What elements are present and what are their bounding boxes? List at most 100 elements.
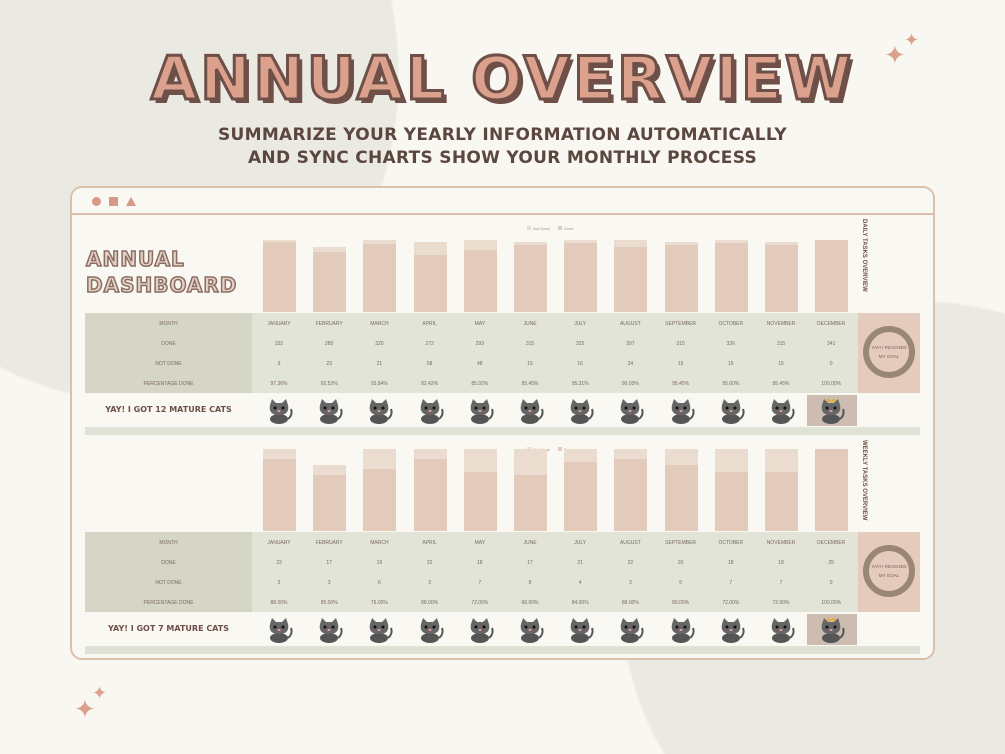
cell-done: 341 (827, 341, 836, 347)
bar-april (413, 242, 447, 312)
cell-month: OCTOBER (718, 321, 744, 327)
cell-pct: 90.03% (621, 381, 639, 387)
cell-not_done: 3 (277, 580, 281, 586)
cell-month: JULY (574, 321, 587, 327)
cat-icon (666, 397, 696, 425)
cell-not_done: 7 (729, 580, 733, 586)
cat-icon (666, 616, 696, 644)
cell-done: 315 (676, 341, 685, 347)
cats-label: YAY! I GOT 12 MATURE CATS (105, 405, 232, 414)
legend-not-done: Not Done (527, 226, 550, 231)
cell-not_done: 21 (376, 361, 383, 367)
triangle-icon (126, 197, 136, 206)
cell-pct: 88.00% (621, 600, 639, 606)
cell-pct: 97.36% (270, 381, 288, 387)
bar-done-segment (664, 465, 698, 531)
cell-month: JANUARY (267, 540, 291, 546)
cat-icon (766, 616, 796, 644)
bar-june (514, 449, 547, 531)
bar-done-segment (664, 245, 698, 312)
cat-icon (364, 616, 394, 644)
subtitle-line: SUMMARIZE YOUR YEARLY INFORMATION AUTOMA… (217, 125, 788, 145)
sparkle-icon: ✦ (884, 40, 906, 70)
cell-pct: 80.00% (672, 600, 690, 606)
bar-done-segment (363, 244, 397, 312)
cat-icon (716, 397, 746, 425)
cell-not_done: 3 (428, 580, 431, 586)
cat-icon (766, 397, 796, 425)
legend-done: Done (557, 226, 573, 231)
bar-done-segment (564, 243, 598, 312)
bar-september (664, 449, 698, 531)
goal-cell: YAY! I REACHED MY GOAL (858, 532, 920, 612)
cell-done: 18 (728, 560, 734, 566)
cell-month: APRIL (422, 540, 437, 546)
bar-december (815, 240, 849, 312)
cell-done: 22 (426, 560, 433, 566)
cell-not_done: 34 (627, 361, 634, 367)
cat-icon (264, 616, 294, 644)
cell-month: FEBRUARY (315, 321, 343, 327)
row-label-pct: PERCENTAGE DONE (143, 600, 194, 606)
bar-november (765, 242, 798, 312)
cell-pct: 76.00% (370, 600, 388, 606)
cell-month: OCTOBER (718, 540, 744, 546)
row-label-done: DONE (161, 341, 176, 347)
bar-done-segment (413, 458, 447, 531)
bar-done-segment (313, 475, 347, 531)
cell-month: SEPTEMBER (665, 540, 697, 546)
cell-pct: 100.00% (821, 381, 842, 387)
cat-icon (465, 616, 495, 644)
cell-not_done: 5 (679, 580, 682, 586)
cat-icon (515, 397, 545, 425)
cell-month: MARCH (370, 321, 389, 327)
square-icon (109, 197, 118, 206)
cell-not_done: 9 (277, 361, 281, 367)
bar-july (564, 449, 598, 531)
cell-done: 17 (326, 560, 332, 566)
cell-pct: 72.00% (471, 600, 489, 606)
row-label-done: DONE (161, 560, 176, 566)
cell-done: 285 (325, 341, 334, 347)
cell-done: 315 (776, 341, 786, 347)
cell-month: FEBRUARY (315, 540, 343, 546)
cell-not_done: 8 (528, 580, 532, 586)
cell-not_done: 7 (478, 580, 482, 586)
cell-done: 19 (376, 560, 383, 566)
cell-pct: 72.00% (772, 600, 790, 606)
cell-month: JANUARY (267, 321, 291, 327)
cell-not_done: 15 (728, 361, 734, 367)
bar-done-segment (263, 458, 296, 531)
cell-done: 18 (778, 560, 784, 566)
cats-label: YAY! I GOT 7 MATURE CATS (108, 624, 229, 633)
cell-not_done: 3 (629, 580, 632, 586)
bar-done-segment (463, 471, 497, 531)
cell-pct: 68.00% (521, 600, 539, 606)
bar-done-segment (765, 245, 798, 312)
bar-done-segment (413, 254, 447, 312)
cell-month: NOVEMBER (766, 540, 796, 546)
goal-text: YAY! I REACHED MY GOAL (871, 564, 907, 578)
cell-month: JUNE (523, 321, 537, 327)
bar-october (714, 240, 748, 312)
cell-done: 17 (527, 560, 533, 566)
cat-icon (314, 397, 344, 425)
bar-done-segment (514, 245, 547, 312)
goal-text: YAY! I REACHED MY GOAL (871, 345, 907, 359)
cell-pct: 72.00% (722, 600, 740, 606)
cell-pct: 93.84% (370, 381, 388, 387)
bar-august (614, 240, 648, 312)
cell-not_done: 0 (829, 580, 833, 586)
cat-icon (415, 397, 445, 425)
cat-icon (716, 616, 746, 644)
cell-pct: 95.60% (722, 381, 740, 387)
cell-not_done: 0 (829, 361, 833, 367)
cell-not_done: 7 (779, 580, 783, 586)
bar-done-segment (765, 471, 798, 531)
cell-month: APRIL (422, 321, 437, 327)
row-labels (85, 313, 252, 393)
subtitle: SUMMARIZE YOUR YEARLY INFORMATION AUTOMA… (0, 124, 1005, 170)
cell-done: 320 (375, 341, 384, 347)
sparkle-icon: ✦ (74, 694, 96, 724)
bar-done-segment (614, 247, 648, 312)
